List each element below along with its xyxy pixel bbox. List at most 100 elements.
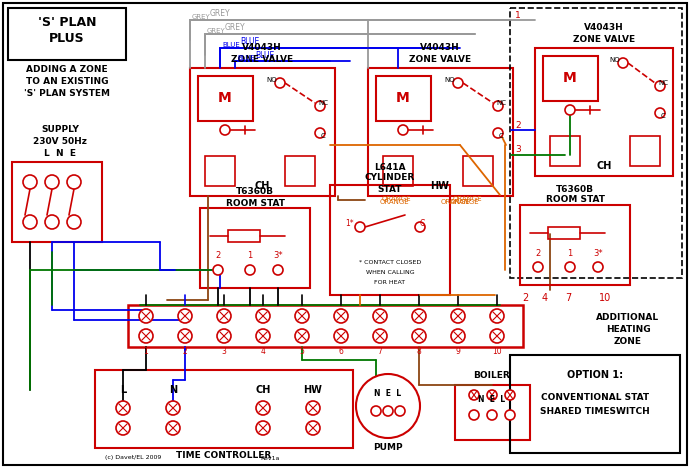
Bar	[190, 68, 335, 196]
Bar	[535, 48, 673, 176]
Text: 6: 6	[339, 347, 344, 356]
Circle shape	[315, 101, 325, 111]
Text: 'S' PLAN SYSTEM: 'S' PLAN SYSTEM	[24, 89, 110, 98]
Text: 1*: 1*	[346, 219, 354, 227]
Bar	[198, 76, 253, 121]
Bar	[200, 208, 310, 288]
Text: M: M	[396, 91, 410, 105]
Circle shape	[139, 309, 153, 323]
Text: (c) Davet/EL 2009: (c) Davet/EL 2009	[105, 455, 161, 461]
Text: L641A: L641A	[374, 162, 406, 171]
Text: ROOM STAT: ROOM STAT	[226, 198, 284, 207]
Text: 4: 4	[261, 347, 266, 356]
Circle shape	[256, 329, 270, 343]
Text: BOILER: BOILER	[473, 371, 511, 380]
Circle shape	[45, 215, 59, 229]
Circle shape	[383, 406, 393, 416]
Circle shape	[412, 309, 426, 323]
Text: BLUE: BLUE	[237, 55, 255, 61]
Circle shape	[412, 329, 426, 343]
Circle shape	[356, 374, 420, 438]
Text: 5: 5	[299, 347, 304, 356]
Circle shape	[256, 309, 270, 323]
Text: SHARED TIMESWITCH: SHARED TIMESWITCH	[540, 408, 650, 417]
Text: 8: 8	[417, 347, 422, 356]
Text: * CONTACT CLOSED: * CONTACT CLOSED	[359, 261, 421, 265]
Text: T6360B: T6360B	[236, 188, 274, 197]
Circle shape	[469, 390, 479, 400]
Text: 1: 1	[515, 12, 521, 21]
Circle shape	[116, 401, 130, 415]
Text: BLUE: BLUE	[222, 42, 239, 48]
Circle shape	[166, 401, 180, 415]
Bar	[543, 56, 598, 101]
Text: 7: 7	[377, 347, 382, 356]
Circle shape	[256, 401, 270, 415]
Circle shape	[655, 108, 665, 118]
Text: 3: 3	[515, 146, 521, 154]
Text: V4043H: V4043H	[584, 23, 624, 32]
Text: TO AN EXISTING: TO AN EXISTING	[26, 78, 108, 87]
Circle shape	[490, 309, 504, 323]
Text: GREY: GREY	[207, 28, 226, 34]
Circle shape	[245, 265, 255, 275]
Bar	[463, 156, 493, 186]
Text: C: C	[420, 219, 424, 227]
Bar	[550, 136, 580, 166]
Text: PUMP: PUMP	[373, 444, 403, 453]
Text: 1: 1	[248, 251, 253, 261]
Circle shape	[493, 101, 503, 111]
Text: 2: 2	[535, 249, 541, 257]
Circle shape	[355, 222, 365, 232]
Circle shape	[533, 262, 543, 272]
Circle shape	[275, 78, 285, 88]
Bar	[383, 156, 413, 186]
Circle shape	[493, 128, 503, 138]
Text: NC: NC	[658, 80, 668, 86]
Text: 10: 10	[492, 347, 502, 356]
Circle shape	[487, 390, 497, 400]
Circle shape	[315, 128, 325, 138]
Bar	[520, 205, 630, 285]
Circle shape	[116, 421, 130, 435]
Text: 7: 7	[565, 293, 571, 303]
Circle shape	[398, 125, 408, 135]
Circle shape	[273, 265, 283, 275]
Circle shape	[469, 410, 479, 420]
Bar	[376, 76, 431, 121]
Text: TIME CONTROLLER: TIME CONTROLLER	[177, 451, 272, 460]
Text: ADDING A ZONE: ADDING A ZONE	[26, 66, 108, 74]
Text: GREY: GREY	[210, 9, 230, 19]
Text: ZONE: ZONE	[614, 337, 642, 346]
Text: 'S' PLAN: 'S' PLAN	[38, 15, 96, 29]
Circle shape	[306, 421, 320, 435]
Text: ORANGE: ORANGE	[450, 199, 480, 205]
Circle shape	[334, 329, 348, 343]
Text: 3*: 3*	[593, 249, 603, 257]
Circle shape	[220, 125, 230, 135]
Text: FOR HEAT: FOR HEAT	[375, 280, 406, 285]
Text: GREY: GREY	[192, 14, 210, 20]
Bar	[128, 305, 523, 347]
Circle shape	[67, 175, 81, 189]
Circle shape	[505, 410, 515, 420]
Bar	[548, 227, 580, 239]
Circle shape	[139, 329, 153, 343]
Text: C: C	[660, 113, 665, 119]
Text: CH: CH	[596, 161, 612, 171]
Circle shape	[565, 262, 575, 272]
Circle shape	[565, 105, 575, 115]
Text: CONVENTIONAL STAT: CONVENTIONAL STAT	[541, 394, 649, 402]
Circle shape	[256, 421, 270, 435]
Bar	[205, 156, 235, 186]
Text: ORANGE: ORANGE	[382, 196, 412, 202]
Circle shape	[395, 406, 405, 416]
Circle shape	[371, 406, 381, 416]
Text: CH: CH	[255, 385, 270, 395]
Text: N: N	[169, 385, 177, 395]
Text: NO: NO	[267, 77, 277, 83]
Text: V4043H: V4043H	[420, 44, 460, 52]
Text: 10: 10	[599, 293, 611, 303]
Text: 2: 2	[515, 120, 521, 130]
Text: NC: NC	[496, 100, 506, 106]
